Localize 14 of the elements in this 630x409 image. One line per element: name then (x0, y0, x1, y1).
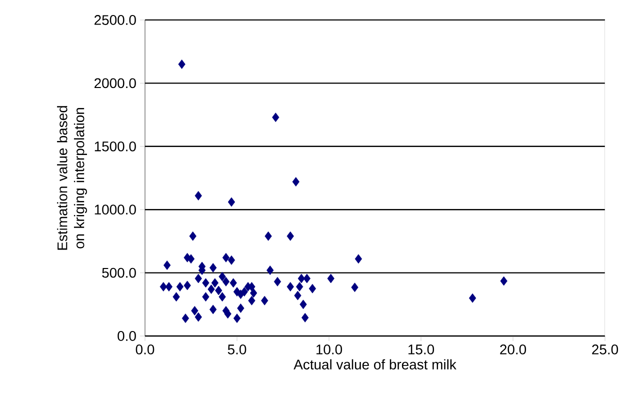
y-tick-label: 1500.0 (94, 141, 136, 152)
y-tick-label: 0.0 (118, 331, 136, 341)
x-tick-label: 10.0 (316, 344, 342, 354)
x-tick-label: 25.0 (592, 344, 618, 354)
x-axis-title: Actual value of breast milk (294, 359, 456, 370)
x-tick-label: 15.0 (408, 344, 434, 354)
x-tick-label: 0.0 (136, 344, 154, 354)
x-tick-label: 20.0 (500, 344, 526, 354)
x-tick-label: 5.0 (228, 344, 246, 354)
y-tick-label: 500.0 (102, 268, 136, 278)
y-tick-label: 2500.0 (94, 15, 136, 25)
y-tick-label: 1000.0 (94, 204, 136, 215)
y-axis-title: Estimation value based on kriging interpolation (57, 106, 87, 250)
y-tick-label: 2000.0 (94, 78, 136, 88)
